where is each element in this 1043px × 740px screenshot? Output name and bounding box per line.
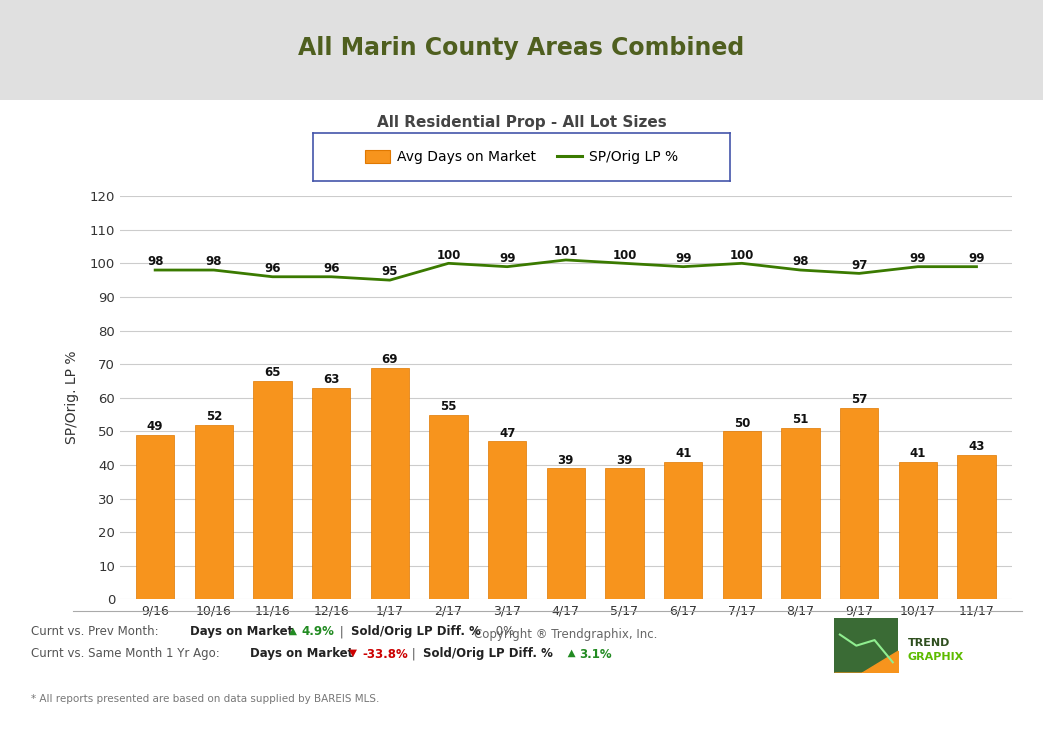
Polygon shape — [834, 651, 898, 673]
Text: 39: 39 — [558, 454, 574, 467]
Text: All Residential Prop - All Lot Sizes: All Residential Prop - All Lot Sizes — [377, 115, 666, 130]
Text: 97: 97 — [851, 259, 868, 272]
Text: 43: 43 — [968, 440, 985, 453]
X-axis label: Copyright ® Trendgraphix, Inc.: Copyright ® Trendgraphix, Inc. — [475, 628, 657, 642]
Bar — [253, 381, 292, 599]
Text: 4.9%: 4.9% — [301, 625, 335, 639]
Text: 99: 99 — [968, 252, 985, 265]
Text: 98: 98 — [205, 255, 222, 269]
Text: 51: 51 — [793, 414, 808, 426]
Legend: Avg Days on Market, SP/Orig LP %: Avg Days on Market, SP/Orig LP % — [360, 145, 683, 169]
Bar — [370, 368, 409, 599]
Text: GRAPHIX: GRAPHIX — [907, 652, 964, 662]
Text: 52: 52 — [205, 410, 222, 423]
Text: Curnt vs. Prev Month:: Curnt vs. Prev Month: — [31, 625, 163, 639]
Text: 0%: 0% — [492, 625, 514, 639]
Text: 95: 95 — [382, 266, 398, 278]
Text: 50: 50 — [733, 417, 750, 430]
Text: 96: 96 — [264, 262, 281, 275]
Text: ▲: ▲ — [564, 648, 576, 658]
Text: 98: 98 — [147, 255, 164, 269]
Text: 100: 100 — [612, 249, 636, 262]
Bar — [605, 468, 644, 599]
Text: 41: 41 — [909, 447, 926, 460]
Text: -33.8%: -33.8% — [362, 648, 408, 661]
Text: TREND: TREND — [907, 638, 950, 648]
Text: 99: 99 — [909, 252, 926, 265]
Text: 65: 65 — [264, 366, 281, 380]
Bar — [430, 414, 467, 599]
Text: Days on Market: Days on Market — [190, 625, 297, 639]
Bar — [899, 462, 937, 599]
Text: 63: 63 — [323, 373, 339, 386]
Text: 57: 57 — [851, 393, 868, 406]
Text: 39: 39 — [616, 454, 633, 467]
Text: ▲: ▲ — [289, 625, 297, 636]
Text: 99: 99 — [675, 252, 692, 265]
Text: Sold/Orig LP Diff. %: Sold/Orig LP Diff. % — [351, 625, 482, 639]
Text: Sold/Orig LP Diff. %: Sold/Orig LP Diff. % — [423, 648, 554, 661]
Text: Curnt vs. Same Month 1 Yr Ago:: Curnt vs. Same Month 1 Yr Ago: — [31, 648, 224, 661]
Bar — [547, 468, 585, 599]
Text: |: | — [408, 648, 419, 661]
Text: 69: 69 — [382, 353, 398, 366]
Text: * All reports presented are based on data supplied by BAREIS MLS.: * All reports presented are based on dat… — [31, 694, 380, 704]
Text: 55: 55 — [440, 400, 457, 413]
Text: 49: 49 — [147, 420, 164, 433]
Bar — [840, 408, 878, 599]
Bar — [664, 462, 702, 599]
Y-axis label: SP/Orig. LP %: SP/Orig. LP % — [65, 351, 78, 445]
Bar — [312, 388, 350, 599]
Bar — [195, 425, 233, 599]
Text: 47: 47 — [499, 427, 515, 440]
Text: 99: 99 — [499, 252, 515, 265]
Text: ▼: ▼ — [349, 648, 358, 658]
Text: 100: 100 — [730, 249, 754, 262]
Text: 96: 96 — [323, 262, 339, 275]
Text: 98: 98 — [793, 255, 808, 269]
Bar — [136, 434, 174, 599]
Bar — [723, 431, 761, 599]
Bar — [834, 618, 898, 673]
Text: All Marin County Areas Combined: All Marin County Areas Combined — [298, 36, 745, 60]
Text: 41: 41 — [675, 447, 692, 460]
Bar — [781, 428, 820, 599]
Text: Days on Market: Days on Market — [250, 648, 358, 661]
Text: |: | — [336, 625, 347, 639]
Bar — [957, 455, 996, 599]
Text: 3.1%: 3.1% — [579, 648, 611, 661]
Text: 100: 100 — [436, 249, 461, 262]
Text: 101: 101 — [554, 245, 578, 258]
Bar — [488, 442, 527, 599]
